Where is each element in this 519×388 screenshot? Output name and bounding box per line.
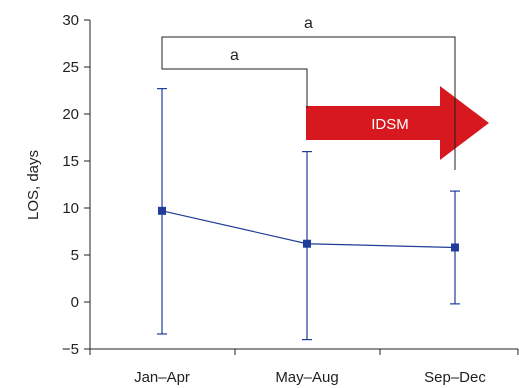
idsm-arrow bbox=[306, 86, 489, 160]
data-point bbox=[451, 243, 459, 252]
data-point bbox=[158, 206, 166, 215]
x-axis: Jan–Apr May–Aug Sep–Dec bbox=[89, 348, 519, 386]
x-tick-label: May–Aug bbox=[275, 369, 338, 386]
idsm-arrow-annotation: IDSM bbox=[306, 86, 489, 160]
y-tick-label: 10 bbox=[62, 200, 79, 217]
y-tick-label: 20 bbox=[62, 106, 79, 123]
significance-label: a bbox=[230, 47, 239, 64]
y-tick-label: −5 bbox=[62, 341, 79, 358]
significance-label: a bbox=[304, 15, 313, 32]
series-los bbox=[157, 88, 460, 341]
y-axis: −5 0 5 10 15 20 25 30 bbox=[62, 12, 91, 358]
y-tick-label: 25 bbox=[62, 59, 79, 76]
y-tick-label: 15 bbox=[62, 153, 79, 170]
idsm-arrow-label: IDSM bbox=[371, 116, 409, 133]
data-point bbox=[303, 239, 311, 248]
significance-bracket bbox=[161, 65, 308, 108]
significance-bracket bbox=[161, 36, 456, 170]
y-axis-title: LOS, days bbox=[25, 150, 42, 220]
y-tick-label: 5 bbox=[71, 247, 79, 264]
significance-brackets: aa bbox=[161, 15, 456, 170]
x-tick-label: Jan–Apr bbox=[134, 369, 190, 386]
y-tick-label: 30 bbox=[62, 12, 79, 29]
y-tick-label: 0 bbox=[71, 294, 79, 311]
x-tick-label: Sep–Dec bbox=[424, 369, 486, 386]
